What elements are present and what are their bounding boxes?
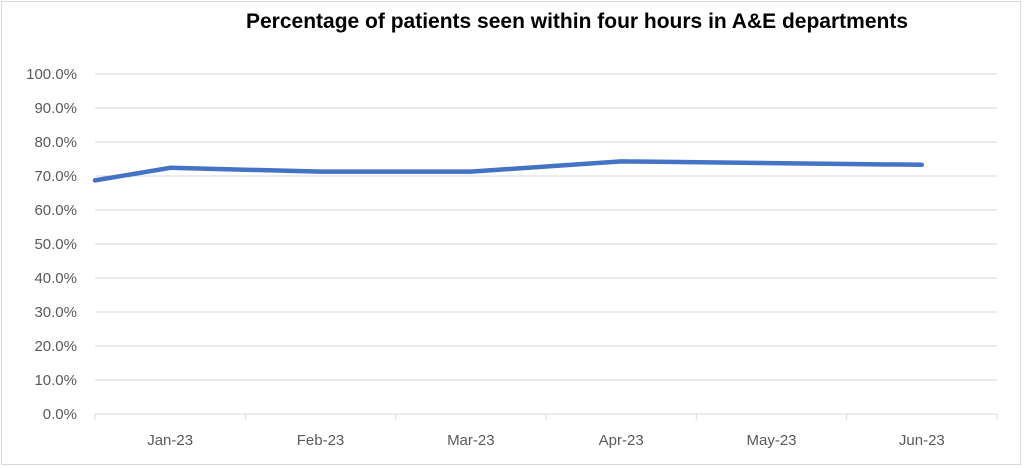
y-tick-label: 20.0% [34, 338, 77, 355]
x-tick-label: Feb-23 [297, 432, 345, 449]
series-line [92, 159, 925, 183]
y-tick-label: 70.0% [34, 168, 77, 185]
y-tick-label: 40.0% [34, 270, 77, 287]
y-tick-label: 30.0% [34, 304, 77, 321]
y-tick-label: 10.0% [34, 372, 77, 389]
y-tick-label: 90.0% [34, 100, 77, 117]
chart-title: Percentage of patients seen within four … [246, 10, 908, 33]
y-tick-label: 60.0% [34, 202, 77, 219]
y-tick-label: 80.0% [34, 134, 77, 151]
x-tick-label: Mar-23 [447, 432, 495, 449]
x-tick-label: Jun-23 [899, 432, 945, 449]
x-tick-label: Jan-23 [147, 432, 193, 449]
x-tick-label: Apr-23 [599, 432, 644, 449]
y-tick-label: 50.0% [34, 236, 77, 253]
y-tick-label: 0.0% [43, 406, 77, 423]
x-tick-label: May-23 [746, 432, 796, 449]
y-tick-label: 100.0% [26, 66, 77, 83]
